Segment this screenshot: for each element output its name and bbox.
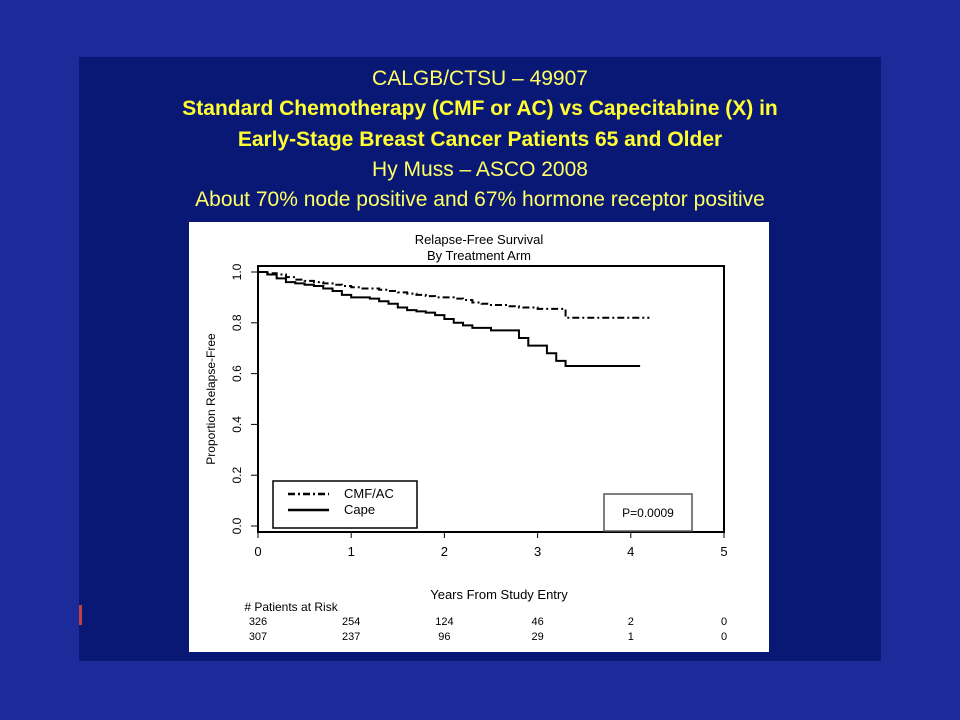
- slide-note: About 70% node positive and 67% hormone …: [195, 188, 765, 211]
- series-layer: [258, 271, 650, 367]
- y-tick-label: 0.6: [230, 365, 244, 382]
- risk-table-cell: 237: [342, 631, 360, 643]
- y-tick-label: 1.0: [230, 263, 244, 280]
- x-tick-label: 3: [534, 544, 541, 559]
- slide-heading: CALGB/CTSU – 49907: [372, 67, 588, 90]
- risk-table: 326 254 124 46 2 0 307 237 96 29 1 0: [249, 616, 727, 643]
- risk-table-cell: 0: [721, 616, 727, 628]
- slide: CALGB/CTSU – 49907 Standard Chemotherapy…: [79, 57, 881, 661]
- risk-table-cell: 124: [435, 616, 453, 628]
- risk-table-cell: 29: [531, 631, 543, 643]
- x-tick-label: 5: [720, 544, 727, 559]
- risk-table-cell: 1: [628, 631, 634, 643]
- risk-table-cell: 326: [249, 616, 267, 628]
- slide-presenter: Hy Muss – ASCO 2008: [372, 158, 588, 181]
- chart-subtitle: By Treatment Arm: [427, 248, 531, 263]
- y-tick-label: 0.0: [230, 517, 244, 534]
- x-axis-label: Years From Study Entry: [430, 587, 568, 602]
- risk-table-cell: 254: [342, 616, 360, 628]
- x-tick-label: 2: [441, 544, 448, 559]
- y-tick-label: 0.4: [230, 416, 244, 433]
- risk-table-cell: 2: [628, 616, 634, 628]
- series-line-cmf-ac: [258, 271, 650, 319]
- chart-panel: Relapse-Free Survival By Treatment Arm P…: [189, 222, 769, 652]
- risk-table-header: # Patients at Risk: [244, 600, 338, 614]
- pvalue-box: [603, 493, 693, 532]
- x-tick-label: 0: [254, 544, 261, 559]
- legend-label-cape: Cape: [344, 502, 375, 517]
- x-tick-label: 4: [627, 544, 634, 559]
- legend-box: [272, 480, 418, 529]
- risk-table-cell: 307: [249, 631, 267, 643]
- y-tick-label: 0.2: [230, 467, 244, 484]
- axes-layer: 0 1 2 3 4 5 0.0 0.2 0.4 0.6 0.8 1.0: [230, 263, 728, 559]
- risk-table-cell: 96: [438, 631, 450, 643]
- x-tick-label: 1: [348, 544, 355, 559]
- series-line-cape: [258, 271, 641, 367]
- legend-label-cmfac: CMF/AC: [344, 486, 394, 501]
- pvalue-annotation: P=0.0009: [622, 506, 674, 520]
- y-tick-label: 0.8: [230, 314, 244, 331]
- decorative-mark: [79, 605, 82, 625]
- risk-table-cell: 46: [531, 616, 543, 628]
- risk-table-cell: 0: [721, 631, 727, 643]
- y-axis-label: Proportion Relapse-Free: [204, 333, 218, 465]
- km-chart: Relapse-Free Survival By Treatment Arm P…: [204, 232, 728, 643]
- chart-title: Relapse-Free Survival: [415, 232, 544, 247]
- slide-subtitle-line1: Standard Chemotherapy (CMF or AC) vs Cap…: [182, 97, 778, 120]
- slide-subtitle-line2: Early-Stage Breast Cancer Patients 65 an…: [237, 128, 723, 151]
